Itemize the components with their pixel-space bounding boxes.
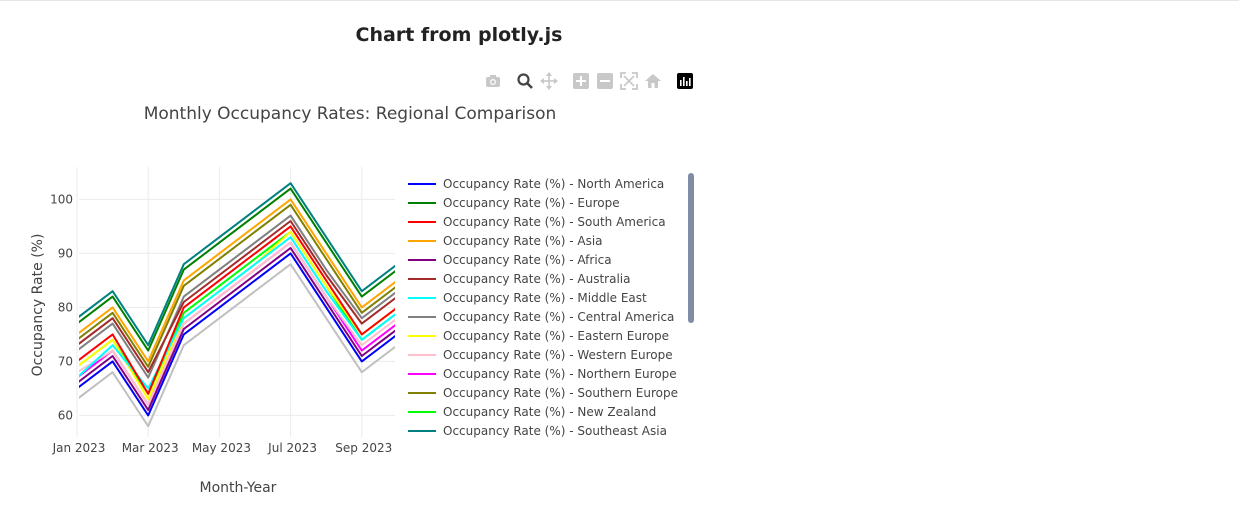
legend-item-label[interactable]: Occupancy Rate (%) - South America xyxy=(443,215,666,229)
legend-item-label[interactable]: Occupancy Rate (%) - Southeast Asia xyxy=(443,424,667,438)
zoom-out-icon[interactable] xyxy=(596,72,614,90)
grid-lines xyxy=(76,167,395,437)
plot-area[interactable] xyxy=(77,182,397,428)
legend-item-label[interactable]: Occupancy Rate (%) - Eastern Europe xyxy=(443,329,669,343)
zoom-icon[interactable] xyxy=(516,72,534,90)
legend-item-label[interactable]: Occupancy Rate (%) - Asia xyxy=(443,234,603,248)
x-axis-title: Month-Year xyxy=(200,480,277,496)
x-tick-label: May 2023 xyxy=(192,441,251,455)
legend-item-label[interactable]: Occupancy Rate (%) - North America xyxy=(443,177,664,191)
pan-icon[interactable] xyxy=(540,72,558,90)
y-tick-label: 90 xyxy=(58,246,73,260)
home-icon[interactable] xyxy=(644,72,662,90)
x-tick-label: Mar 2023 xyxy=(122,441,179,455)
legend-item-label[interactable]: Occupancy Rate (%) - Western Europe xyxy=(443,348,673,362)
series-line-9[interactable] xyxy=(77,241,397,406)
y-tick-label: 70 xyxy=(58,354,73,368)
series-line-5[interactable] xyxy=(77,220,397,374)
series-line-7[interactable] xyxy=(77,214,397,379)
top-divider xyxy=(0,0,1239,1)
legend-item-label[interactable]: Occupancy Rate (%) - Middle East xyxy=(443,291,647,305)
series-line-0[interactable] xyxy=(77,252,397,417)
legend-item-label[interactable]: Occupancy Rate (%) - Australia xyxy=(443,272,630,286)
series-line-14[interactable] xyxy=(77,263,397,428)
zoom-in-icon[interactable] xyxy=(572,72,590,90)
y-axis-title: Occupancy Rate (%) xyxy=(30,234,46,377)
series-line-4[interactable] xyxy=(77,247,397,411)
series-line-1[interactable] xyxy=(77,187,397,352)
x-tick-labels: Jan 2023 Mar 2023 May 2023 Jul 2023 Sep 2023 xyxy=(52,441,393,455)
series-line-2[interactable] xyxy=(77,225,397,395)
x-tick-label: Jan 2023 xyxy=(52,441,106,455)
series-line-6[interactable] xyxy=(77,236,397,390)
chart-title: Monthly Occupancy Rates: Regional Compar… xyxy=(144,104,557,124)
legend-item-label[interactable]: Occupancy Rate (%) - Northern Europe xyxy=(443,367,677,381)
series-line-13[interactable] xyxy=(77,182,397,347)
plotly-logo-icon[interactable] xyxy=(676,72,694,90)
legend-item-label[interactable]: Occupancy Rate (%) - Europe xyxy=(443,196,620,210)
legend-item-label[interactable]: Occupancy Rate (%) - Central America xyxy=(443,310,674,324)
page-title: Chart from plotly.js xyxy=(355,24,563,46)
legend-item-label[interactable]: Occupancy Rate (%) - Southern Europe xyxy=(443,386,678,400)
legend-scrollbar[interactable] xyxy=(688,173,694,323)
autoscale-icon[interactable] xyxy=(620,72,638,90)
y-tick-labels: 60 70 80 90 100 xyxy=(50,192,73,422)
x-tick-label: Jul 2023 xyxy=(267,441,317,455)
legend: Occupancy Rate (%) - North America Occupa… xyxy=(408,177,678,438)
series-line-3[interactable] xyxy=(77,198,397,363)
y-tick-label: 100 xyxy=(50,192,73,206)
series-line-11[interactable] xyxy=(77,203,397,368)
legend-item-label[interactable]: Occupancy Rate (%) - New Zealand xyxy=(443,405,656,419)
y-tick-label: 60 xyxy=(58,408,73,422)
legend-item-label[interactable]: Occupancy Rate (%) - Africa xyxy=(443,253,612,267)
x-tick-label: Sep 2023 xyxy=(335,441,392,455)
y-tick-label: 80 xyxy=(58,300,73,314)
camera-icon[interactable] xyxy=(484,72,502,90)
